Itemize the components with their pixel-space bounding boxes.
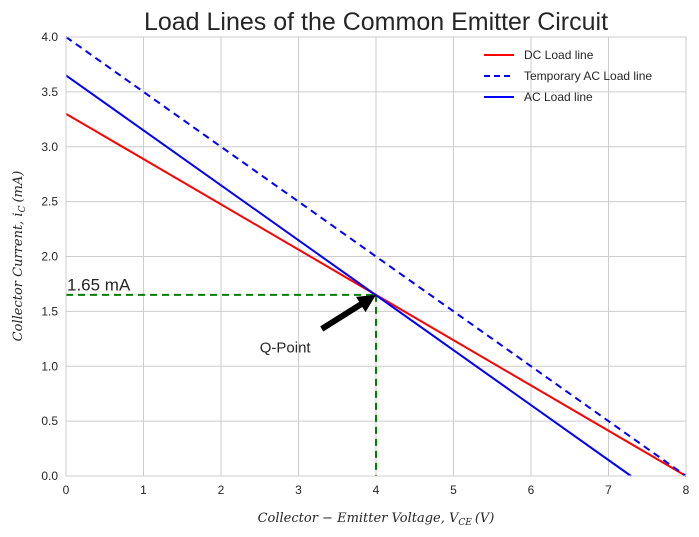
plot-border [65,36,687,477]
x-axis-label-unit: (V) [475,511,495,526]
y-tick-label: 1.5 [41,304,58,318]
x-tick-label: 7 [605,483,612,497]
annotations: 1.65 mA Q-Point [67,276,376,356]
x-axis-label: Collector − Emitter Voltage, VCE (V) [258,511,495,528]
legend-label-3: AC Load line [524,90,593,104]
x-tick-label: 5 [450,483,457,497]
y-tick-label: 3.0 [41,140,58,154]
chart-title: Load Lines of the Common Emitter Circuit [144,8,608,36]
q-point-annotation: Q-Point [260,339,312,356]
tick-labels: 0 1 2 3 4 5 6 7 8 0.0 0.5 1.0 1.5 2.0 2.5 3.0 3.5 4.0 [41,30,689,497]
plot-frame [65,36,687,477]
series-line-2 [65,36,687,477]
y-axis-label-unit: (mA) [11,171,26,203]
x-tick-label: 2 [218,483,225,497]
y-axis-label: Collector Current, iC (mA) [11,171,28,342]
y-tick-label: 4.0 [41,30,58,44]
y-tick-label: 0.5 [41,414,58,428]
x-tick-label: 1 [140,483,147,497]
x-tick-label: 0 [63,483,70,497]
series-line-3 [65,74,632,477]
series-layer [65,36,687,477]
legend-label-1: DC Load line [524,48,594,62]
legend: DC Load line Temporary AC Load line AC Loa… [484,48,652,104]
y-tick-label: 1.0 [41,359,58,373]
x-axis-label-sub: CE [458,518,472,528]
x-tick-label: 3 [295,483,302,497]
legend-label-2: Temporary AC Load line [524,69,652,83]
x-axis-label-main: Collector − Emitter Voltage, V [258,511,460,526]
y-tick-label: 0.0 [41,469,58,483]
x-tick-label: 8 [683,483,690,497]
q-point-arrow [320,294,376,332]
x-tick-label: 4 [373,483,380,497]
y-tick-label: 2.0 [41,250,58,264]
y-tick-label: 2.5 [41,195,58,209]
y-tick-label: 3.5 [41,85,58,99]
current-annotation: 1.65 mA [67,276,131,295]
x-tick-label: 6 [528,483,535,497]
y-axis-label-sub: C [18,205,28,212]
y-axis-label-main: Collector Current, i [11,212,26,341]
